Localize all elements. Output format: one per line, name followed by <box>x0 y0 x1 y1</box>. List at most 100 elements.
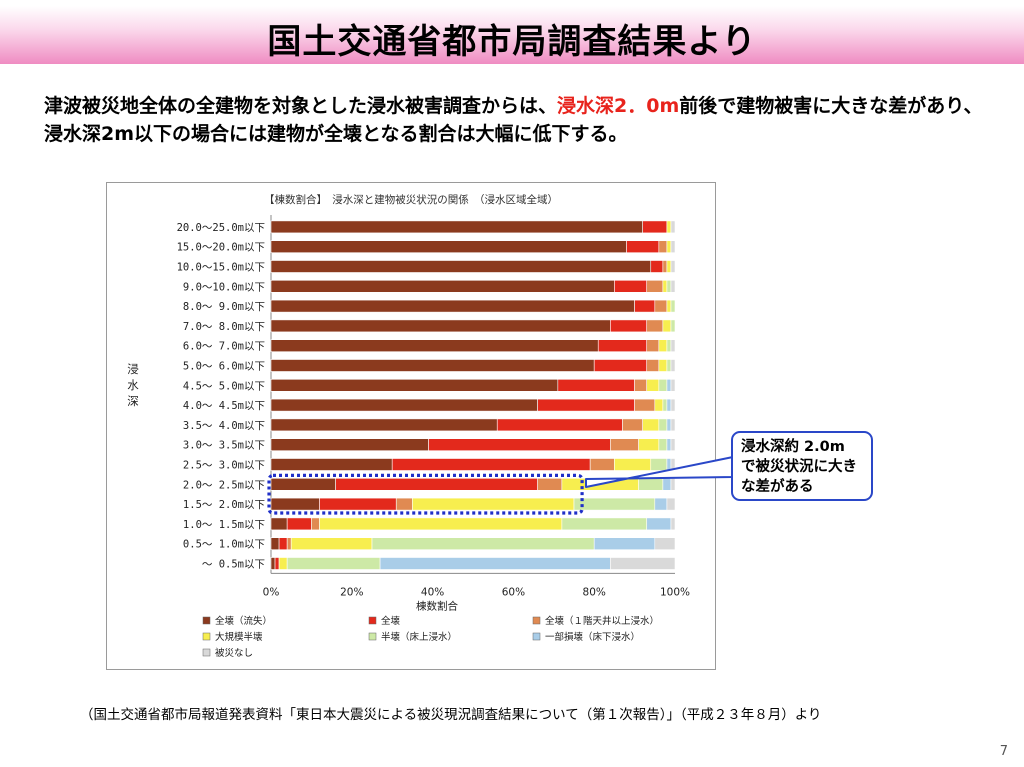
legend-swatch <box>368 616 377 625</box>
bar-segment <box>670 220 676 234</box>
bar-segment <box>335 477 538 491</box>
y-tick-label: 2.0～ 2.5m以下 <box>183 479 265 491</box>
y-tick-label: 10.0～15.0m以下 <box>177 262 265 274</box>
bar-segment <box>654 537 676 551</box>
bar-segment <box>646 379 660 392</box>
x-tick-label: 80% <box>583 586 606 598</box>
bar-segment <box>658 379 668 392</box>
bar-segment <box>638 438 660 451</box>
bar-segment <box>286 537 292 551</box>
bar-segment <box>658 240 668 254</box>
bar-segment <box>270 438 429 451</box>
bar-segment <box>593 537 656 551</box>
y-tick-label: 0.5～ 1.0m以下 <box>183 539 265 551</box>
chart-frame: 【棟数割合】 浸水深と建物被災状況の関係 （浸水区域全域） 20.0～25.0m以… <box>106 182 716 670</box>
bar-segment <box>270 359 595 372</box>
bar-segment <box>561 477 639 491</box>
y-tick-label: 5.0～ 6.0m以下 <box>183 361 265 373</box>
bar-segment <box>666 359 672 372</box>
x-tick-label: 60% <box>502 586 525 598</box>
bar-segment <box>666 458 672 471</box>
legend-swatch <box>532 632 541 641</box>
source-note: （国土交通省都市局報道発表資料「東日本大震災による被災現況調査結果について（第１… <box>80 707 822 723</box>
bar-segment <box>662 260 668 273</box>
bar-segment <box>286 557 381 570</box>
bar-segment <box>286 517 312 531</box>
bar-segment <box>290 537 373 551</box>
bar-segment <box>270 477 336 491</box>
bar-segment <box>670 240 676 254</box>
bar-segment <box>270 537 280 551</box>
bar-segment <box>670 418 676 432</box>
legend-swatch <box>202 648 211 657</box>
bar-segment <box>622 418 643 432</box>
summary-part2: 前後で建物被害に大きな差があり、浸水深2m以下の場合には建物が全壊となる割合は大… <box>44 95 983 145</box>
bar-segment <box>658 339 668 352</box>
y-tick-label: 15.0～20.0m以下 <box>177 242 265 254</box>
y-tick-label: 3.0～ 3.5m以下 <box>183 440 265 452</box>
bar-segment <box>666 398 672 412</box>
bar-segment <box>642 220 668 234</box>
page-title: 国土交通省都市局調査結果より <box>267 22 757 62</box>
summary-text: 津波被災地全体の全建物を対象とした浸水被害調査からは、浸水深2．0m前後で建物被… <box>44 92 984 148</box>
bar-segment <box>666 438 672 451</box>
bar-segment <box>658 359 668 372</box>
summary-highlight: 浸水深2．0m <box>557 95 680 117</box>
bar-segment <box>662 280 668 293</box>
y-tick-label: 6.0～ 7.0m以下 <box>183 341 265 353</box>
bar-segment <box>670 398 676 412</box>
bar-segment <box>270 517 288 531</box>
bar-segment <box>670 339 676 352</box>
callout-box: 浸水深約 2.0m で被災状況に大きな差がある <box>731 431 873 501</box>
bar-segment <box>597 339 648 352</box>
bar-segment <box>270 299 635 313</box>
bar-segment <box>666 220 672 234</box>
bar-segment <box>670 280 676 293</box>
bar-segment <box>270 220 643 234</box>
y-tick-label: 4.0～ 4.5m以下 <box>183 400 265 412</box>
page-number: 7 <box>999 744 1008 759</box>
bar-segment <box>670 379 676 392</box>
legend-label: 全壊（１階天井以上浸水） <box>545 615 659 627</box>
bar-segment <box>270 339 599 352</box>
bar-segment <box>670 477 676 491</box>
legend-label: 半壊（床上浸水） <box>381 631 457 643</box>
bar-segment <box>654 398 664 412</box>
bar-segment <box>573 497 656 511</box>
bar-segment <box>270 260 652 273</box>
bar-segment <box>646 339 660 352</box>
y-tick-label: 1.5～ 2.0m以下 <box>183 499 265 511</box>
y-axis-label: 深 <box>127 394 139 408</box>
legend-swatch <box>532 616 541 625</box>
bar-segment <box>319 497 397 511</box>
x-tick-label: 100% <box>660 586 690 598</box>
bar-segment <box>662 319 672 333</box>
bar-segment <box>270 240 627 254</box>
bar-segment <box>666 339 672 352</box>
bar-segment <box>270 280 615 293</box>
title-banner: 国土交通省都市局調査結果より <box>0 6 1024 64</box>
bar-segment <box>646 280 664 293</box>
chart-title: 【棟数割合】 浸水深と建物被災状況の関係 （浸水区域全域） <box>264 193 558 206</box>
bar-segment <box>274 557 280 570</box>
bar-segment <box>270 557 276 570</box>
y-tick-label: 2.5～ 3.0m以下 <box>183 460 265 472</box>
bar-segment <box>634 379 648 392</box>
bar-segment <box>666 497 676 511</box>
x-tick-label: 0% <box>263 586 280 598</box>
bar-segment <box>646 517 672 531</box>
bar-segment <box>278 537 288 551</box>
bar-segment <box>670 517 676 531</box>
bar-segment <box>654 497 668 511</box>
highlight-box <box>267 473 584 515</box>
bar-segment <box>537 477 563 491</box>
legend-swatch <box>368 632 377 641</box>
bar-segment <box>270 319 611 333</box>
bar-segment <box>412 497 575 511</box>
bar-segment <box>658 418 668 432</box>
bar-segment <box>634 398 656 412</box>
bar-segment <box>650 458 668 471</box>
bar-segment <box>593 359 648 372</box>
bar-segment <box>658 438 668 451</box>
x-tick-label: 20% <box>340 586 363 598</box>
